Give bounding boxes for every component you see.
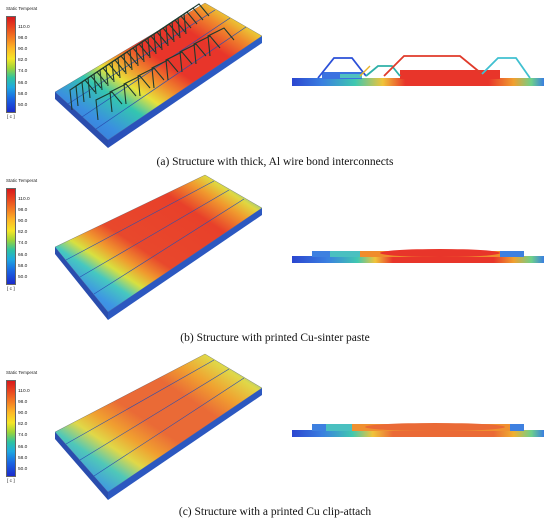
substrate-side-c bbox=[108, 388, 262, 500]
legend-tick: 82.0 bbox=[18, 58, 28, 63]
substrate-side-a bbox=[108, 36, 262, 148]
legend-color-bar bbox=[6, 380, 16, 477]
legend-title: Static Temperat bbox=[6, 6, 38, 11]
legend-tick: 58.0 bbox=[18, 264, 28, 269]
substrate-left-a bbox=[55, 92, 108, 148]
legend-title: Static Temperat bbox=[6, 370, 38, 375]
panel-c: Static Temperat 110.0 98.0 90.0 82.0 74.… bbox=[0, 344, 550, 524]
legend-tick: 74.0 bbox=[18, 69, 28, 74]
legend-tick: 74.0 bbox=[18, 433, 28, 438]
legend-color-bar bbox=[6, 16, 16, 113]
legend-tick: 98.0 bbox=[18, 36, 28, 41]
caption-b: (b) Structure with printed Cu-sinter pas… bbox=[180, 332, 370, 344]
legend-tick: 58.0 bbox=[18, 456, 28, 461]
legend-tick: 110.0 bbox=[18, 197, 30, 202]
substrate-left-c bbox=[55, 432, 108, 500]
legend-color-bar bbox=[6, 188, 16, 285]
legend-tick: 74.0 bbox=[18, 241, 28, 246]
legend-title: Static Temperat bbox=[6, 178, 38, 183]
legend-tick: 66.0 bbox=[18, 81, 28, 86]
substrate-top-a bbox=[54, 2, 263, 141]
structure-a-graphics bbox=[54, 2, 544, 148]
legend-tick: 110.0 bbox=[18, 25, 30, 30]
legend-tick: 66.0 bbox=[18, 445, 28, 450]
substrate-side-b bbox=[108, 208, 262, 320]
legend-tick: 90.0 bbox=[18, 47, 28, 52]
panel-b: Static Temperat 110.0 98.0 90.0 82.0 74.… bbox=[0, 172, 550, 344]
cross-section-c bbox=[292, 423, 544, 437]
legend-unit: [ c ] bbox=[7, 115, 15, 120]
structure-c-graphics bbox=[54, 353, 544, 500]
legend-c: Static Temperat 110.0 98.0 90.0 82.0 74.… bbox=[6, 370, 66, 500]
caption-c: (c) Structure with a printed Cu clip-att… bbox=[178, 506, 372, 518]
legend-tick: 50.0 bbox=[18, 103, 28, 108]
legend-tick: 66.0 bbox=[18, 253, 28, 258]
cross-section-b bbox=[292, 249, 544, 263]
legend-unit: [ c ] bbox=[7, 287, 15, 292]
legend-tick: 82.0 bbox=[18, 230, 28, 235]
wire-bonds-a bbox=[69, 3, 235, 121]
caption-a: (a) Structure with thick, Al wire bond i… bbox=[156, 156, 394, 168]
legend-tick: 90.0 bbox=[18, 411, 28, 416]
cross-section-a bbox=[292, 55, 544, 86]
legend-tick: 58.0 bbox=[18, 92, 28, 97]
legend-tick: 110.0 bbox=[18, 389, 30, 394]
legend-tick: 50.0 bbox=[18, 275, 28, 280]
legend-a: Static Temperat 110.0 98.0 90.0 82.0 74.… bbox=[6, 6, 66, 136]
legend-tick: 98.0 bbox=[18, 400, 28, 405]
legend-unit: [ c ] bbox=[7, 479, 15, 484]
legend-tick: 90.0 bbox=[18, 219, 28, 224]
panel-a: Static Temperat 110.0 98.0 90.0 82.0 74.… bbox=[0, 0, 550, 172]
legend-tick: 82.0 bbox=[18, 422, 28, 427]
legend-tick: 98.0 bbox=[18, 208, 28, 213]
structure-b-graphics bbox=[54, 174, 544, 320]
legend-tick: 50.0 bbox=[18, 467, 28, 472]
substrate-left-b bbox=[55, 247, 108, 320]
legend-b: Static Temperat 110.0 98.0 90.0 82.0 74.… bbox=[6, 178, 66, 308]
